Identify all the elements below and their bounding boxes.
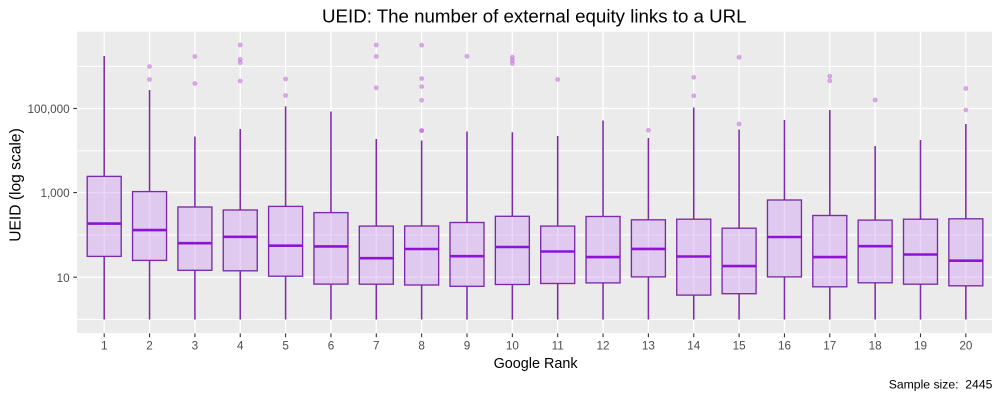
svg-text:Sample size: 2445: Sample size: 2445 <box>889 378 993 392</box>
svg-text:2: 2 <box>146 340 153 353</box>
svg-text:18: 18 <box>869 340 882 353</box>
svg-text:100,000: 100,000 <box>27 103 70 116</box>
svg-text:9: 9 <box>464 340 471 353</box>
svg-text:17: 17 <box>823 340 836 353</box>
svg-text:15: 15 <box>733 340 747 353</box>
svg-text:8: 8 <box>418 340 425 353</box>
svg-text:20: 20 <box>959 340 973 353</box>
svg-text:19: 19 <box>914 340 927 353</box>
svg-text:14: 14 <box>687 340 701 353</box>
svg-text:3: 3 <box>192 340 199 353</box>
svg-text:1: 1 <box>101 340 108 353</box>
svg-text:10: 10 <box>506 340 520 353</box>
svg-text:13: 13 <box>642 340 655 353</box>
svg-text:12: 12 <box>597 340 610 353</box>
svg-text:4: 4 <box>237 340 244 353</box>
svg-text:6: 6 <box>328 340 335 353</box>
svg-text:11: 11 <box>552 340 564 353</box>
svg-text:16: 16 <box>778 340 791 353</box>
svg-text:Google Rank: Google Rank <box>494 356 579 372</box>
svg-text:1,000: 1,000 <box>40 187 70 200</box>
svg-text:5: 5 <box>282 340 289 353</box>
svg-text:10: 10 <box>57 272 71 285</box>
svg-text:7: 7 <box>373 340 380 353</box>
svg-text:UEID (log scale): UEID (log scale) <box>7 128 24 242</box>
svg-text:UEID: The number of external e: UEID: The number of external equity link… <box>322 5 746 26</box>
